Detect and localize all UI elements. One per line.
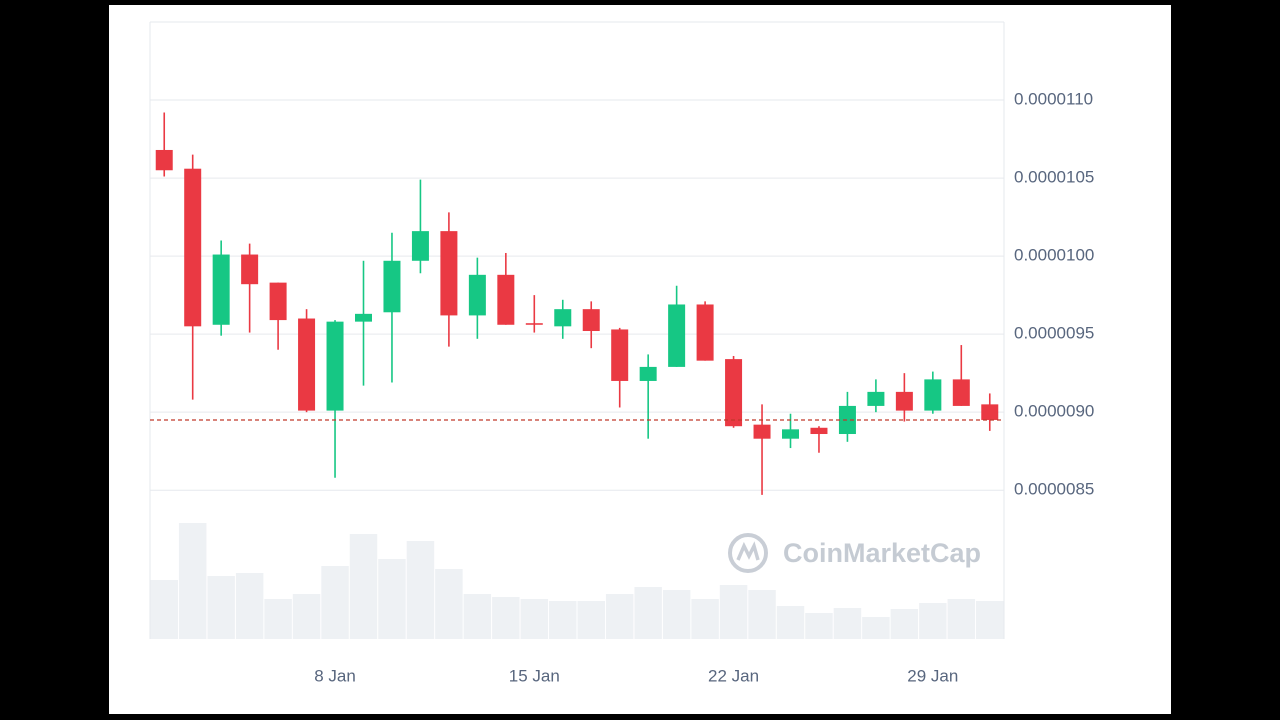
volume-bar	[207, 576, 235, 639]
volume-bar	[577, 601, 605, 639]
candle-body	[184, 168, 202, 327]
y-tick-label: 0.0000095	[1014, 324, 1094, 343]
candle-body	[753, 424, 771, 439]
candle-body	[895, 391, 913, 411]
x-tick-label: 8 Jan	[314, 666, 356, 685]
candle-body	[383, 260, 401, 313]
candle-body	[269, 282, 287, 321]
volume-bar	[435, 569, 463, 639]
x-tick-label: 22 Jan	[708, 666, 759, 685]
candle-body	[355, 313, 372, 322]
candle-body	[838, 405, 856, 435]
x-tick-label: 29 Jan	[907, 666, 958, 685]
candle-body	[867, 391, 885, 406]
candle-body	[782, 429, 799, 439]
volume-bar	[862, 617, 890, 639]
candle-body	[212, 254, 230, 325]
volume-layer	[150, 523, 1004, 639]
candle-body	[696, 304, 714, 361]
volume-bar	[919, 603, 947, 639]
volume-bar	[890, 609, 919, 639]
candle-body	[411, 231, 429, 261]
candle-body	[298, 318, 316, 411]
volume-bar	[264, 599, 292, 639]
candle-body	[952, 379, 970, 406]
y-tick-label: 0.0000085	[1014, 480, 1094, 499]
y-tick-label: 0.0000105	[1014, 168, 1094, 187]
volume-bar	[235, 573, 264, 639]
volume-bar	[833, 608, 862, 639]
watermark-text: CoinMarketCap	[783, 538, 981, 568]
candle-body	[668, 304, 686, 367]
y-tick-label: 0.0000100	[1014, 246, 1094, 265]
volume-bar	[150, 580, 178, 639]
volume-bar	[549, 601, 577, 639]
volume-bar	[719, 585, 748, 639]
candle-body	[155, 149, 173, 171]
volume-bar	[178, 523, 207, 639]
volume-bar	[776, 606, 805, 639]
x-tick-label: 15 Jan	[509, 666, 560, 685]
candle-body	[639, 366, 657, 381]
volume-bar	[748, 590, 776, 639]
candle-body	[611, 329, 629, 381]
volume-bar	[349, 534, 378, 639]
volume-bar	[605, 594, 634, 639]
candle-body	[497, 274, 515, 325]
volume-bar	[406, 541, 435, 639]
candle-body	[981, 404, 999, 420]
volume-bar	[321, 566, 349, 639]
y-tick-label: 0.0000110	[1014, 90, 1093, 109]
volume-bar	[805, 613, 833, 639]
candle-body	[468, 274, 486, 316]
watermark-logo	[728, 533, 768, 573]
candle-body	[440, 231, 458, 316]
volume-bar	[292, 594, 321, 639]
volume-bar	[520, 599, 549, 639]
candle-body	[582, 309, 600, 332]
volume-bar	[378, 559, 406, 639]
candle-body	[554, 309, 572, 327]
watermark-logo-mark	[736, 541, 760, 561]
candle-body	[241, 254, 259, 285]
volume-bar	[662, 590, 691, 639]
candle-body	[326, 321, 344, 411]
volume-bar	[463, 594, 492, 639]
candle-body	[525, 323, 543, 325]
watermark: CoinMarketCap	[728, 533, 981, 573]
volume-bar	[492, 597, 520, 639]
volume-bar	[947, 599, 976, 639]
volume-bar	[976, 601, 1004, 639]
candle-body	[725, 359, 743, 427]
volume-bar	[634, 587, 662, 639]
y-tick-label: 0.0000090	[1014, 402, 1094, 421]
volume-bar	[691, 599, 719, 639]
candle-body	[924, 379, 942, 411]
candle-body	[810, 427, 828, 435]
